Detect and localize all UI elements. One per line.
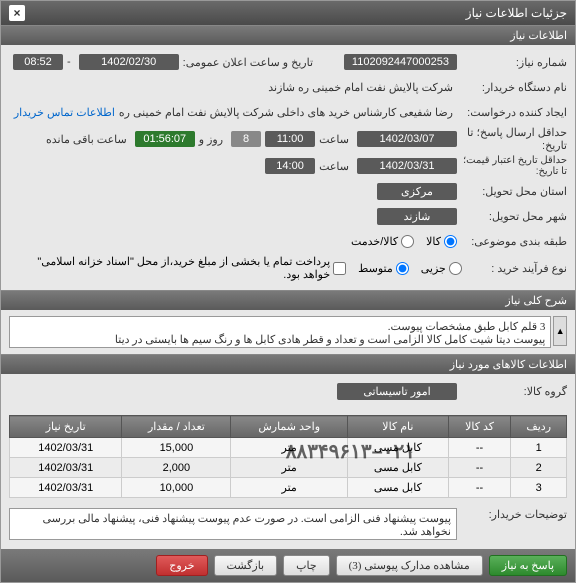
title-bar: جزئیات اطلاعات نیاز × — [1, 1, 575, 25]
cell-date: 1402/03/31 — [10, 458, 122, 478]
section-general: اطلاعات نیاز — [1, 25, 575, 45]
cell-unit: متر — [231, 478, 348, 498]
announce-date: 1402/02/30 — [79, 54, 179, 70]
th-date: تاریخ نیاز — [10, 416, 122, 438]
section-items: اطلاعات کالاهای مورد نیاز — [1, 354, 575, 374]
saat1: ساعت — [319, 133, 349, 146]
attachments-button[interactable]: مشاهده مدارک پیوستی (3) — [336, 555, 483, 576]
close-icon[interactable]: × — [9, 5, 25, 21]
radio-small[interactable]: جزیی — [421, 262, 462, 275]
cell-date: 1402/03/31 — [10, 478, 122, 498]
footer: پاسخ به نیاز مشاهده مدارک پیوستی (3) چاپ… — [1, 549, 575, 582]
req-no-label: شماره نیاز: — [457, 56, 567, 69]
buyer-value: شرکت پالایش نفت امام خمینی ره شازند — [264, 81, 457, 94]
buyer-notes — [9, 508, 457, 540]
process-label: نوع فرآیند خرید : — [462, 262, 567, 275]
deliver-prov-label: استان محل تحویل: — [457, 185, 567, 198]
scroll-up-icon[interactable]: ▲ — [553, 316, 567, 346]
print-button[interactable]: چاپ — [283, 555, 330, 576]
cell-row: 2 — [511, 458, 567, 478]
countdown: 01:56:07 — [135, 131, 195, 147]
requester-label: ایجاد کننده درخواست: — [457, 106, 567, 119]
buyer-notes-label: توضیحات خریدار: — [457, 508, 567, 521]
back-button[interactable]: بازگشت — [214, 555, 278, 576]
announce-time: 08:52 — [13, 54, 63, 70]
cell-code: -- — [448, 478, 511, 498]
cell-unit: متر — [231, 438, 348, 458]
group-label: گروه کالا: — [457, 385, 567, 398]
deliver-city-label: شهر محل تحویل: — [457, 210, 567, 223]
th-name: نام کالا — [348, 416, 449, 438]
th-unit: واحد شمارش — [231, 416, 348, 438]
buyer-label: نام دستگاه خریدار: — [457, 81, 567, 94]
table-row: 2--کابل مسیمتر2,0001402/03/31 — [10, 458, 567, 478]
days-remaining: 8 — [231, 131, 261, 147]
remain-label: ساعت باقی مانده — [46, 133, 127, 146]
cell-name: کابل مسی — [348, 458, 449, 478]
cell-name: کابل مسی — [348, 478, 449, 498]
th-code: کد کالا — [448, 416, 511, 438]
valid-label: حداقل تاریخ اعتبار قیمت؛ تا تاریخ: — [457, 155, 567, 177]
cell-unit: متر — [231, 458, 348, 478]
cell-date: 1402/03/31 — [10, 438, 122, 458]
cell-code: -- — [448, 438, 511, 458]
subject-label: طبقه بندی موضوعی: — [457, 235, 567, 248]
dash: - — [63, 56, 75, 68]
cell-name: کابل مسی — [348, 438, 449, 458]
valid-time: 14:00 — [265, 158, 315, 174]
announce-label: تاریخ و ساعت اعلان عمومی: — [183, 56, 313, 69]
contact-link[interactable]: اطلاعات تماس خریدار — [14, 106, 115, 119]
saat2: ساعت — [319, 160, 349, 173]
radio-goods[interactable]: کالا — [426, 235, 457, 248]
deadline-time: 11:00 — [265, 131, 315, 147]
section-summary: شرح کلی نیاز — [1, 290, 575, 310]
deadline-date: 1402/03/07 — [357, 131, 457, 147]
items-table: ردیف کد کالا نام کالا واحد شمارش تعداد /… — [9, 415, 567, 498]
window-title: جزئیات اطلاعات نیاز — [466, 6, 567, 20]
respond-button[interactable]: پاسخ به نیاز — [489, 555, 567, 576]
th-row: ردیف — [511, 416, 567, 438]
th-qty: تعداد / مقدار — [122, 416, 231, 438]
cell-row: 3 — [511, 478, 567, 498]
exit-button[interactable]: خروج — [156, 555, 207, 576]
table-row: 1--کابل مسیمتر15,0001402/03/31 — [10, 438, 567, 458]
va-label: روز و — [199, 133, 223, 146]
req-no-value: 1102092447000253 — [344, 54, 457, 70]
valid-date: 1402/03/31 — [357, 158, 457, 174]
deliver-city: شازند — [377, 208, 457, 225]
radio-service[interactable]: کالا/خدمت — [351, 235, 414, 248]
check-treasury[interactable]: پرداخت تمام یا بخشی از مبلغ خرید،از محل … — [9, 255, 346, 281]
cell-row: 1 — [511, 438, 567, 458]
table-row: 3--کابل مسیمتر10,0001402/03/31 — [10, 478, 567, 498]
radio-medium[interactable]: متوسط — [358, 262, 409, 275]
cell-qty: 2,000 — [122, 458, 231, 478]
cell-code: -- — [448, 458, 511, 478]
deliver-prov: مرکزی — [377, 183, 457, 200]
cell-qty: 15,000 — [122, 438, 231, 458]
summary-text — [9, 316, 551, 348]
deadline-label: حداقل ارسال پاسخ؛ تا تاریخ: — [457, 126, 567, 152]
cell-qty: 10,000 — [122, 478, 231, 498]
group-value: امور تاسیساتی — [337, 383, 457, 400]
requester-value: رضا شفیعی کارشناس خرید های داخلی شرکت پا… — [115, 106, 457, 119]
